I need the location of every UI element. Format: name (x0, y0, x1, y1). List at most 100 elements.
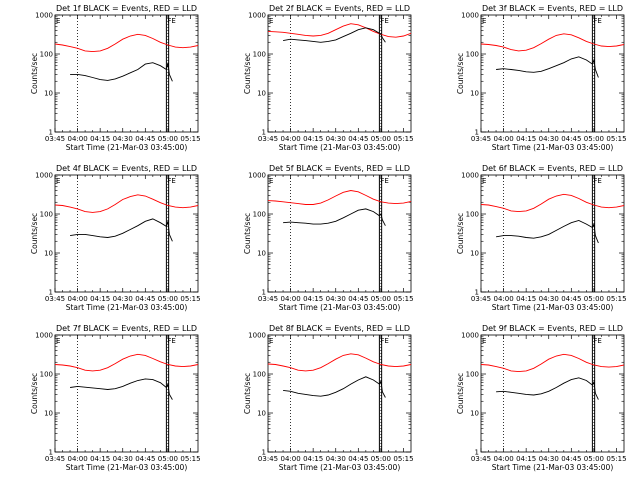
panel-title: Det 2f BLACK = Events, RED = LLD (269, 4, 410, 13)
marker-fe-label: FE (380, 337, 388, 345)
panel-det-3: Det 3f BLACK = Events, RED = LLD 1 10 100 10… (456, 4, 627, 152)
x-tick-label: 04:00 (493, 455, 513, 463)
y-tick-label: 1000 (461, 172, 479, 180)
panel-det-5: Det 5f BLACK = Events, RED = LLD 1 10 100 10… (243, 164, 414, 312)
y-tick-label: 1000 (35, 172, 53, 180)
y-axis-label: Counts/sec (243, 373, 252, 414)
y-tick-label: 1 (262, 449, 266, 457)
panel-title: Det 1f BLACK = Events, RED = LLD (56, 4, 197, 13)
y-tick-label: 10 (470, 410, 479, 418)
panel-title: Det 9f BLACK = Events, RED = LLD (482, 324, 623, 333)
x-tick-label: 04:45 (135, 135, 155, 143)
y-tick-label: 1000 (35, 12, 53, 20)
x-tick-label: 04:00 (67, 135, 87, 143)
series-line-events (496, 220, 599, 244)
y-tick-label: 1 (475, 289, 479, 297)
x-axis-label: Start Time (21-Mar-03 03:45:00) (279, 463, 401, 472)
x-tick-label: 05:15 (180, 135, 200, 143)
plot-frame (267, 334, 412, 453)
plot-frame (267, 14, 412, 133)
x-tick-label: 05:00 (158, 455, 178, 463)
x-tick-label: 04:45 (348, 135, 368, 143)
panel-det-9: Det 9f BLACK = Events, RED = LLD 1 10 100 10… (456, 324, 627, 472)
x-tick-label: 04:45 (135, 295, 155, 303)
plot-frame (54, 14, 199, 133)
x-tick-label: 04:00 (280, 135, 300, 143)
y-tick-label: 1000 (248, 12, 266, 20)
x-tick-label: 04:30 (539, 455, 559, 463)
x-tick-label: 05:15 (180, 455, 200, 463)
x-tick-label: 03:45 (258, 295, 278, 303)
y-tick-label: 10 (257, 250, 266, 258)
panel-det-2: Det 2f BLACK = Events, RED = LLD 1 10 100 10… (243, 4, 414, 152)
y-tick-label: 10 (44, 410, 53, 418)
y-tick-label: 100 (253, 211, 266, 219)
x-tick-label: 05:00 (158, 295, 178, 303)
x-tick-label: 05:00 (584, 455, 604, 463)
x-tick-label: 04:30 (113, 295, 133, 303)
x-tick-label: 04:45 (348, 455, 368, 463)
series-line-lld (54, 353, 199, 372)
series-line-events (283, 27, 386, 43)
series-line-events (496, 377, 599, 400)
series-line-lld (54, 33, 199, 53)
y-tick-label: 1 (49, 289, 53, 297)
panel-det-7: Det 7f BLACK = Events, RED = LLD 1 10 100 10… (30, 324, 201, 472)
marker-fe-label: FE (593, 177, 601, 185)
y-tick-label: 100 (466, 211, 479, 219)
y-axis-label: Counts/sec (30, 53, 39, 94)
x-tick-label: 03:45 (45, 295, 65, 303)
marker-e-label: E (56, 17, 60, 25)
x-tick-label: 03:45 (45, 135, 65, 143)
panel-title: Det 7f BLACK = Events, RED = LLD (56, 324, 197, 333)
x-tick-label: 04:15 (90, 135, 110, 143)
series-line-events (70, 378, 173, 400)
x-tick-label: 04:15 (516, 135, 536, 143)
x-tick-label: 04:15 (303, 135, 323, 143)
x-tick-label: 04:15 (90, 295, 110, 303)
y-axis-label: Counts/sec (30, 213, 39, 254)
plot-frame (54, 334, 199, 453)
y-tick-label: 1 (49, 129, 53, 137)
x-axis-label: Start Time (21-Mar-03 03:45:00) (492, 143, 614, 152)
panel-title: Det 6f BLACK = Events, RED = LLD (482, 164, 623, 173)
panel-det-4: Det 4f BLACK = Events, RED = LLD 1 10 100 10… (30, 164, 201, 312)
marker-e-label: E (269, 337, 273, 345)
series-line-events (496, 56, 599, 78)
y-tick-label: 1000 (35, 332, 53, 340)
x-tick-label: 05:00 (371, 295, 391, 303)
marker-e-label: E (269, 177, 273, 185)
x-axis-label: Start Time (21-Mar-03 03:45:00) (492, 303, 614, 312)
series-line-lld (480, 33, 625, 52)
x-tick-label: 04:15 (303, 295, 323, 303)
y-tick-label: 1000 (461, 12, 479, 20)
x-tick-label: 04:15 (516, 295, 536, 303)
x-tick-label: 05:00 (158, 135, 178, 143)
x-tick-label: 04:00 (67, 455, 87, 463)
y-tick-label: 10 (470, 250, 479, 258)
x-tick-label: 04:30 (539, 295, 559, 303)
x-tick-label: 05:00 (371, 135, 391, 143)
panel-title: Det 8f BLACK = Events, RED = LLD (269, 324, 410, 333)
x-tick-label: 04:15 (90, 455, 110, 463)
x-tick-label: 03:45 (258, 135, 278, 143)
y-tick-label: 100 (253, 51, 266, 59)
marker-e-label: E (482, 177, 486, 185)
marker-fe-label: FE (167, 17, 175, 25)
y-axis-label: Counts/sec (243, 213, 252, 254)
x-tick-label: 05:15 (606, 295, 626, 303)
x-tick-label: 04:00 (280, 295, 300, 303)
x-tick-label: 03:45 (45, 455, 65, 463)
series-line-lld (480, 353, 625, 373)
marker-e-label: E (482, 17, 486, 25)
y-tick-label: 1000 (248, 172, 266, 180)
x-tick-label: 04:00 (493, 135, 513, 143)
y-tick-label: 1 (49, 449, 53, 457)
y-tick-label: 100 (466, 51, 479, 59)
y-tick-label: 100 (40, 51, 53, 59)
x-axis-label: Start Time (21-Mar-03 03:45:00) (279, 143, 401, 152)
x-tick-label: 03:45 (258, 455, 278, 463)
plot-frame (267, 174, 412, 293)
x-tick-label: 04:30 (326, 295, 346, 303)
x-tick-label: 03:45 (471, 295, 491, 303)
